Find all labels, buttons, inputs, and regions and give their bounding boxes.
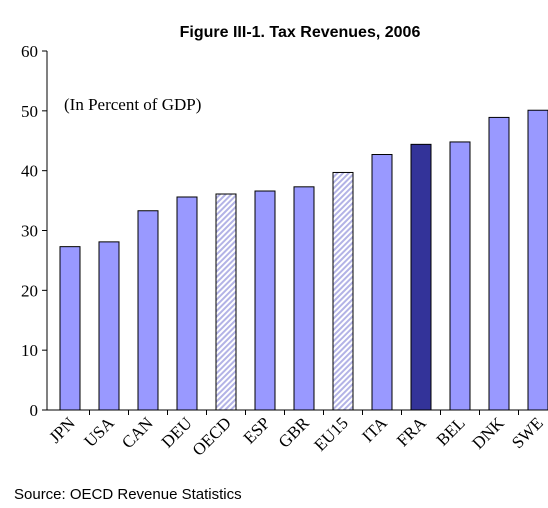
bar bbox=[371, 154, 393, 411]
x-tick-label: FRA bbox=[393, 413, 430, 450]
bar bbox=[449, 141, 471, 411]
chart-title: Figure III-1. Tax Revenues, 2006 bbox=[180, 24, 421, 41]
bar bbox=[254, 190, 276, 411]
bar bbox=[527, 109, 548, 411]
y-tick-label: 10 bbox=[21, 341, 38, 360]
bar bbox=[332, 171, 354, 411]
y-tick-label: 50 bbox=[21, 102, 38, 121]
source-note: Source: OECD Revenue Statistics bbox=[14, 486, 242, 503]
annotation: (In Percent of GDP) bbox=[64, 95, 201, 114]
bar bbox=[176, 196, 198, 411]
bar bbox=[98, 241, 120, 411]
x-tick-label: DNK bbox=[468, 413, 508, 453]
bar bbox=[488, 116, 510, 411]
x-tick-label: GBR bbox=[275, 413, 314, 452]
y-tick-label: 60 bbox=[21, 42, 38, 61]
x-tick-label: CAN bbox=[118, 413, 157, 452]
bar bbox=[59, 246, 81, 411]
x-tick-label: JPN bbox=[45, 413, 78, 446]
bar bbox=[410, 143, 432, 411]
x-tick-label: ITA bbox=[358, 413, 391, 446]
y-tick-label: 40 bbox=[21, 162, 38, 181]
x-tick-label: ESP bbox=[240, 413, 274, 447]
y-tick-label: 20 bbox=[21, 281, 38, 300]
y-tick-label: 30 bbox=[21, 222, 38, 241]
x-tick-label: EU15 bbox=[310, 413, 351, 454]
bar bbox=[137, 210, 159, 411]
y-tick-label: 0 bbox=[30, 401, 39, 420]
x-tick-label: USA bbox=[80, 413, 118, 451]
x-tick-label: SWE bbox=[508, 413, 547, 452]
bar bbox=[293, 186, 315, 411]
x-tick-label: OECD bbox=[189, 413, 235, 459]
bar bbox=[215, 193, 237, 411]
x-tick-label: BEL bbox=[433, 413, 469, 449]
